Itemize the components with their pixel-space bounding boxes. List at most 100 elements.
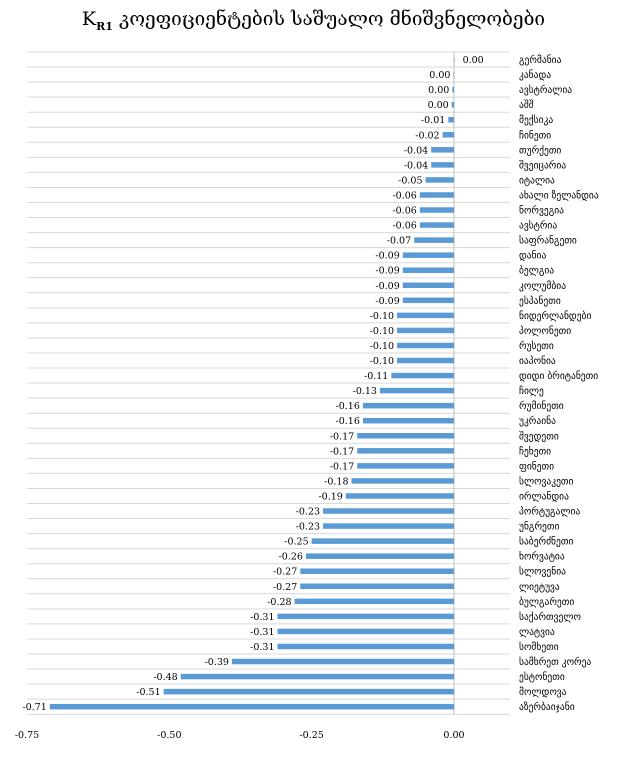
data-label: -0.27 bbox=[273, 567, 297, 578]
data-label: -0.23 bbox=[296, 522, 320, 533]
data-label: -0.71 bbox=[22, 702, 46, 713]
category-label: სამხრეთ კორეა bbox=[519, 657, 591, 668]
data-label: -0.23 bbox=[296, 507, 320, 518]
data-label: -0.04 bbox=[404, 145, 428, 156]
x-tick-label: -0.75 bbox=[15, 730, 39, 741]
category-label: რუსეთი bbox=[519, 341, 554, 352]
category-label: ლიეტუვა bbox=[519, 582, 560, 593]
title-rest: კოეფიციენტების საშუალო მნიშვნელობები bbox=[112, 8, 546, 30]
bar bbox=[431, 147, 454, 153]
data-label: -0.10 bbox=[370, 311, 394, 322]
x-tick-label: -0.50 bbox=[157, 730, 181, 741]
data-label: -0.07 bbox=[387, 236, 411, 247]
category-label: ბულგარეთი bbox=[519, 597, 574, 608]
bar bbox=[402, 267, 454, 273]
category-label: მოლდოვა bbox=[519, 687, 567, 698]
bar bbox=[300, 583, 454, 590]
bar bbox=[345, 493, 454, 499]
data-label: 0.00 bbox=[428, 85, 449, 96]
data-label: -0.28 bbox=[267, 597, 291, 608]
category-label: საფრანგეთი bbox=[519, 236, 577, 247]
data-label: -0.11 bbox=[364, 371, 388, 382]
x-tick-label: 0.00 bbox=[443, 730, 464, 741]
data-label: -0.16 bbox=[336, 416, 360, 427]
category-label: ირლანდია bbox=[519, 491, 569, 502]
bar bbox=[452, 86, 454, 93]
category-label: პოლონეთი bbox=[519, 326, 571, 337]
category-label: ესპანეთი bbox=[519, 296, 561, 307]
data-label: -0.13 bbox=[353, 386, 377, 397]
data-label: -0.39 bbox=[205, 657, 229, 668]
data-label: -0.17 bbox=[330, 431, 354, 442]
data-label: -0.31 bbox=[250, 612, 274, 623]
category-label: სლოვაკეთი bbox=[519, 476, 574, 487]
bar bbox=[451, 101, 454, 108]
bar bbox=[163, 688, 454, 695]
bar bbox=[323, 508, 454, 514]
bar bbox=[362, 417, 454, 424]
bar bbox=[305, 553, 454, 559]
data-label: -0.17 bbox=[330, 461, 354, 472]
bar bbox=[453, 71, 455, 78]
category-label: უკრაინა bbox=[519, 416, 556, 427]
bar bbox=[402, 252, 454, 258]
category-label: იტალია bbox=[519, 175, 555, 186]
bar bbox=[294, 598, 454, 605]
data-label: -0.06 bbox=[392, 190, 416, 201]
category-label: კოლუმბია bbox=[519, 281, 566, 292]
data-label: 0.00 bbox=[428, 100, 449, 111]
data-label: -0.09 bbox=[375, 281, 399, 292]
bar bbox=[362, 402, 454, 409]
category-label: ჩინეთი bbox=[519, 130, 551, 141]
data-label: -0.19 bbox=[318, 491, 342, 502]
bar bbox=[379, 387, 454, 394]
category-label: ბელგია bbox=[519, 266, 554, 277]
bar bbox=[419, 222, 454, 228]
category-label: გერმანია bbox=[519, 55, 562, 66]
bar bbox=[323, 523, 454, 529]
bar bbox=[397, 342, 454, 349]
category-label: უნგრეთი bbox=[519, 522, 559, 533]
category-label: სომხეთი bbox=[519, 642, 559, 653]
category-label: იაპონია bbox=[519, 356, 556, 367]
data-label: -0.04 bbox=[404, 160, 428, 171]
bar bbox=[277, 643, 454, 650]
bar bbox=[277, 628, 454, 635]
category-label: ავსტრალია bbox=[519, 85, 572, 96]
data-label: -0.51 bbox=[136, 687, 160, 698]
data-label: 0.00 bbox=[429, 70, 450, 81]
bar bbox=[391, 372, 454, 379]
bar bbox=[402, 282, 454, 289]
data-label: -0.10 bbox=[370, 356, 394, 367]
data-label: -0.18 bbox=[324, 476, 348, 487]
data-label: -0.26 bbox=[279, 552, 303, 563]
data-label: -0.09 bbox=[375, 266, 399, 277]
category-label: თურქეთი bbox=[519, 145, 561, 156]
category-label: ავსტრია bbox=[519, 221, 557, 232]
data-label: -0.09 bbox=[375, 296, 399, 307]
category-label: ჩილე bbox=[519, 386, 544, 397]
category-label: კანადა bbox=[519, 70, 551, 81]
category-label: აშშ bbox=[519, 100, 534, 111]
bar bbox=[425, 177, 454, 183]
category-label: შვეიცარია bbox=[519, 160, 566, 171]
category-label: დიდი ბრიტანეთი bbox=[519, 371, 598, 382]
category-label: შვედეთი bbox=[519, 431, 559, 442]
data-label: 0.00 bbox=[463, 55, 484, 66]
data-label: -0.10 bbox=[370, 326, 394, 337]
data-label: -0.48 bbox=[153, 672, 177, 683]
category-label: სლოვენია bbox=[519, 567, 566, 578]
title-subscript: R1 bbox=[96, 19, 113, 33]
category-label: ფინეთი bbox=[519, 461, 554, 472]
bar bbox=[351, 478, 454, 484]
category-label: დანია bbox=[519, 251, 546, 262]
category-label: საბერძნეთი bbox=[519, 537, 573, 548]
category-label: ხორვატია bbox=[519, 552, 565, 563]
data-label: -0.17 bbox=[330, 446, 354, 457]
bar bbox=[448, 116, 454, 123]
category-label: ლატვია bbox=[519, 627, 555, 638]
bar bbox=[357, 433, 454, 439]
bar bbox=[454, 56, 455, 63]
data-label: -0.05 bbox=[398, 175, 422, 186]
